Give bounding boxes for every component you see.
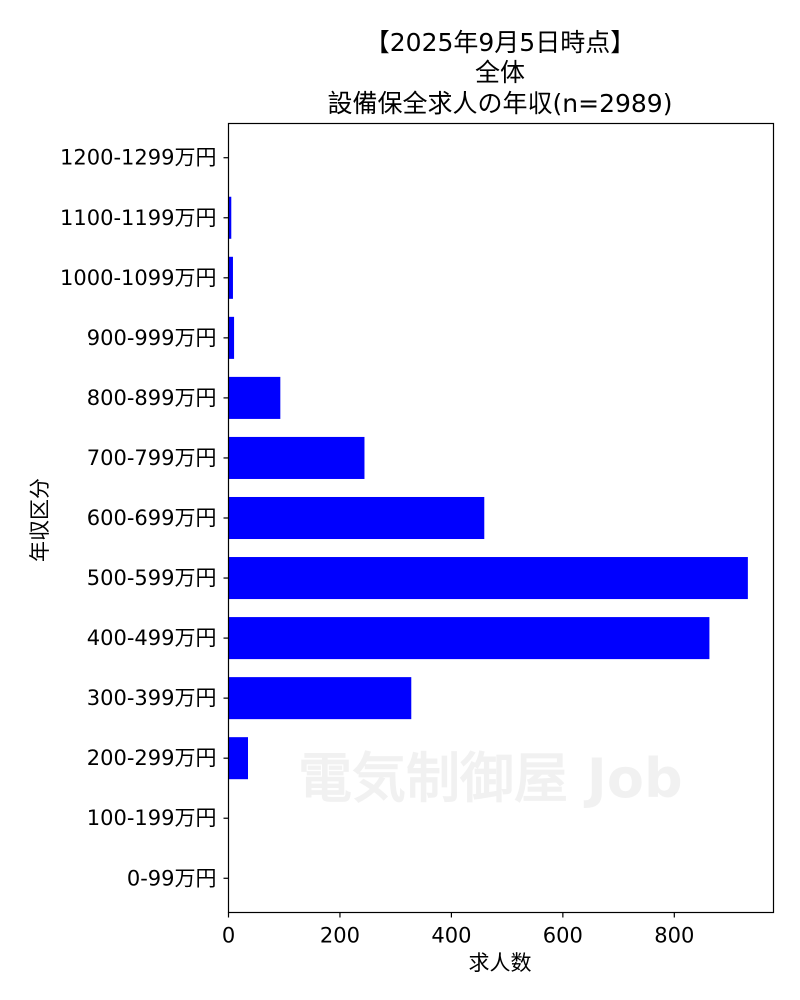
y-tick-label: 700-799万円 <box>87 446 217 470</box>
x-tick-label: 0 <box>222 924 235 948</box>
y-tick-label: 0-99万円 <box>127 866 217 890</box>
chart-title-line-1: 【2025年9月5日時点】 <box>365 28 635 57</box>
bar-900-999万円 <box>228 316 235 359</box>
bar-300-399万円 <box>228 677 412 720</box>
y-tick-label: 200-299万円 <box>87 746 217 770</box>
chart-title-line-2: 全体 <box>475 58 525 87</box>
bar-1000-1099万円 <box>228 256 233 299</box>
bar-200-299万円 <box>228 737 249 780</box>
bar-400-499万円 <box>228 617 710 660</box>
y-tick-label: 300-399万円 <box>87 686 217 710</box>
bar-600-699万円 <box>228 496 485 540</box>
y-tick-label: 1000-1099万円 <box>60 266 216 290</box>
y-tick-label: 1200-1299万円 <box>60 146 216 170</box>
chart-title-line-3: 設備保全求人の年収(n=2989) <box>328 89 673 118</box>
y-tick-label: 400-499万円 <box>87 626 217 650</box>
watermark-logo: 電気制御屋 Job <box>298 747 683 810</box>
x-tick-label: 400 <box>431 924 471 948</box>
y-tick-label: 600-699万円 <box>87 506 217 530</box>
bar-1100-1199万円 <box>228 196 232 239</box>
x-tick-label: 200 <box>320 924 360 948</box>
bar-800-899万円 <box>228 376 281 419</box>
x-axis-label: 求人数 <box>469 951 532 975</box>
y-axis-label: 年収区分 <box>28 478 52 562</box>
x-tick-label: 600 <box>543 924 583 948</box>
bar-700-799万円 <box>228 436 365 479</box>
y-tick-label: 900-999万円 <box>87 326 217 350</box>
y-tick-label: 1100-1199万円 <box>60 206 216 230</box>
y-tick-label: 500-599万円 <box>87 566 217 590</box>
y-tick-label: 800-899万円 <box>87 386 217 410</box>
bar-500-599万円 <box>228 557 748 600</box>
x-tick-label: 800 <box>654 924 694 948</box>
y-tick-label: 100-199万円 <box>87 806 217 830</box>
